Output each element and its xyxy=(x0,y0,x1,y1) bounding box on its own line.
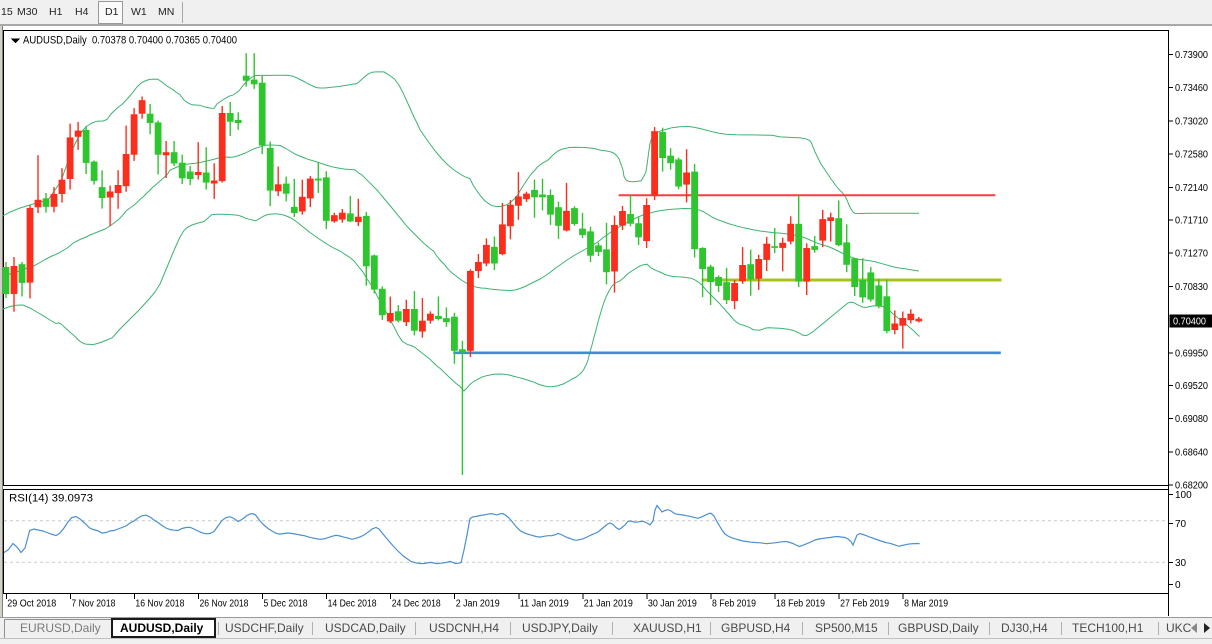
svg-text:11 Jan 2019: 11 Jan 2019 xyxy=(520,599,569,610)
svg-text:16 Nov 2018: 16 Nov 2018 xyxy=(135,599,184,610)
svg-text:30: 30 xyxy=(1175,558,1187,569)
svg-text:24 Dec 2018: 24 Dec 2018 xyxy=(392,599,441,610)
svg-text:18 Feb 2019: 18 Feb 2019 xyxy=(776,599,825,610)
svg-text:100: 100 xyxy=(1175,490,1192,501)
svg-text:0.69520: 0.69520 xyxy=(1175,381,1208,392)
svg-text:0.69080: 0.69080 xyxy=(1175,414,1208,425)
svg-text:0.73020: 0.73020 xyxy=(1175,116,1208,127)
svg-text:70: 70 xyxy=(1175,519,1187,530)
svg-text:21 Jan 2019: 21 Jan 2019 xyxy=(584,599,633,610)
svg-text:0.72140: 0.72140 xyxy=(1175,183,1208,194)
svg-text:27 Feb 2019: 27 Feb 2019 xyxy=(840,599,889,610)
svg-text:14 Dec 2018: 14 Dec 2018 xyxy=(328,599,377,610)
svg-text:0.73460: 0.73460 xyxy=(1175,83,1208,94)
svg-text:0.72580: 0.72580 xyxy=(1175,150,1208,161)
svg-text:8 Mar 2019: 8 Mar 2019 xyxy=(904,599,948,610)
svg-text:7 Nov 2018: 7 Nov 2018 xyxy=(71,599,115,610)
svg-text:0.71710: 0.71710 xyxy=(1175,215,1208,226)
svg-text:0: 0 xyxy=(1175,580,1181,591)
svg-text:0.68640: 0.68640 xyxy=(1175,447,1208,458)
svg-text:0.70400: 0.70400 xyxy=(1173,317,1206,328)
svg-text:8 Feb 2019: 8 Feb 2019 xyxy=(712,599,756,610)
svg-text:0.69950: 0.69950 xyxy=(1175,348,1208,359)
svg-text:0.73900: 0.73900 xyxy=(1175,50,1208,61)
svg-text:29 Oct 2018: 29 Oct 2018 xyxy=(7,599,56,610)
svg-text:0.71270: 0.71270 xyxy=(1175,249,1208,260)
svg-text:2 Jan 2019: 2 Jan 2019 xyxy=(456,599,500,610)
svg-text:AUDUSD,Daily 0.70378 0.70400: AUDUSD,Daily 0.70378 0.70400 0.70365 0.7… xyxy=(23,35,237,47)
svg-text:26 Nov 2018: 26 Nov 2018 xyxy=(200,599,249,610)
svg-text:0.70830: 0.70830 xyxy=(1175,282,1208,293)
svg-text:0.68200: 0.68200 xyxy=(1175,481,1208,492)
svg-text:5 Dec 2018: 5 Dec 2018 xyxy=(264,599,308,610)
svg-text:RSI(14) 39.0973: RSI(14) 39.0973 xyxy=(9,493,93,505)
svg-text:30 Jan 2019: 30 Jan 2019 xyxy=(648,599,697,610)
